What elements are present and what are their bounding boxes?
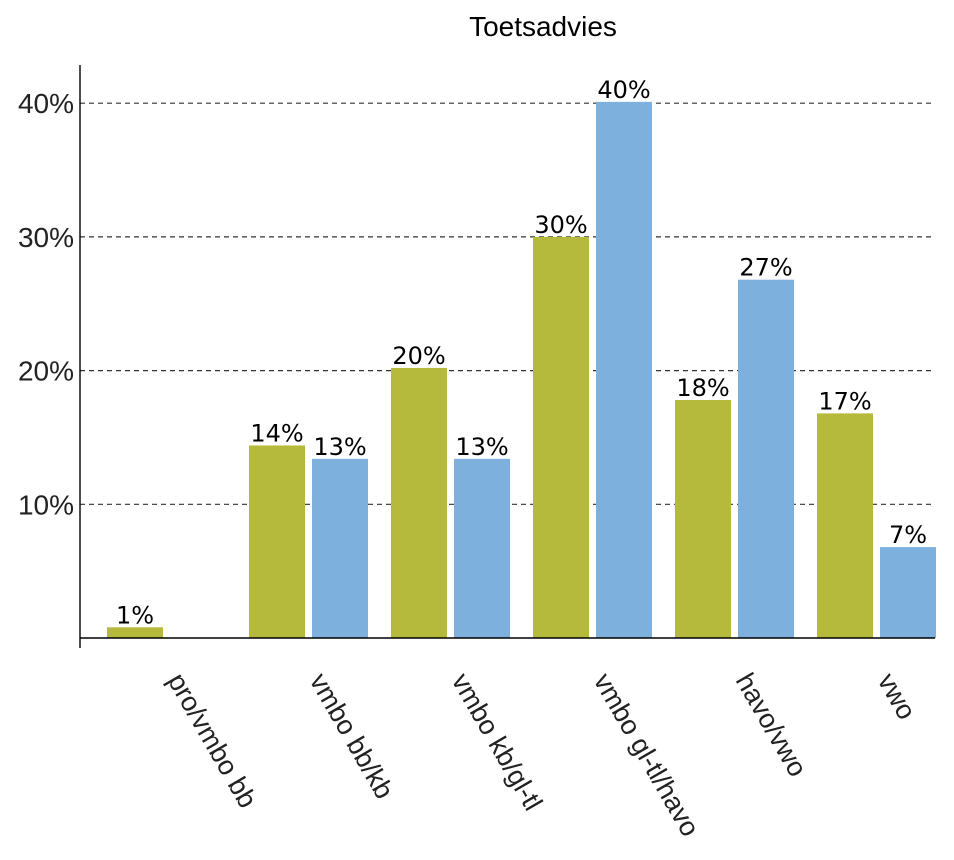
data-label: 27%: [739, 254, 792, 282]
bar-vmbo-kb-gl-tl-series-2: [454, 458, 510, 638]
bar-vmbo-kb-gl-tl-series-1: [391, 367, 447, 638]
data-label: 17%: [818, 387, 871, 415]
y-tick-label: 40%: [18, 88, 74, 119]
data-label: 20%: [392, 342, 445, 370]
y-tick-label: 20%: [18, 356, 74, 387]
data-label: 13%: [455, 433, 508, 461]
data-label: 13%: [313, 433, 366, 461]
x-tick-label: havo/vwo: [730, 668, 813, 782]
data-label: 30%: [534, 211, 587, 239]
x-tick-label: vwo: [872, 668, 922, 725]
bars: [107, 101, 936, 639]
bar-vwo-series-1: [817, 413, 873, 638]
data-label: 14%: [250, 419, 303, 447]
x-tick-label: vmbo gl-tl/havo: [588, 668, 706, 842]
y-tick-labels: 10% 20% 30% 40%: [18, 88, 74, 520]
data-labels: 1% 14% 13% 20% 13% 30% 40% 18% 27% 17% 7%: [116, 76, 927, 629]
x-tick-label: pro/vmbo bb: [162, 668, 263, 813]
chart-title: Toetsadvies: [469, 11, 617, 42]
bar-vmbo-gl-tl-havo-series-2: [596, 101, 652, 639]
bar-vmbo-bb-kb-series-1: [249, 445, 305, 638]
bar-vwo-series-2: [880, 547, 936, 638]
y-tick-label: 10%: [18, 489, 74, 520]
x-tick-labels: pro/vmbo bb vmbo bb/kb vmbo kb/gl-tl vmbo g…: [162, 668, 922, 842]
data-label: 7%: [889, 521, 927, 549]
bar-havo-vwo-series-1: [675, 400, 731, 638]
bar-havo-vwo-series-2: [738, 279, 794, 638]
bar-vmbo-gl-tl-havo-series-1: [533, 236, 589, 638]
data-label: 18%: [676, 374, 729, 402]
bar-vmbo-bb-kb-series-2: [312, 458, 368, 638]
y-tick-label: 30%: [18, 222, 74, 253]
x-tick-label: vmbo bb/kb: [304, 668, 400, 804]
data-label: 40%: [597, 76, 650, 104]
x-tick-label: vmbo kb/gl-tl: [446, 668, 549, 816]
data-label: 1%: [116, 601, 154, 629]
bar-pro-vmbo-bb-series-1: [107, 627, 163, 638]
